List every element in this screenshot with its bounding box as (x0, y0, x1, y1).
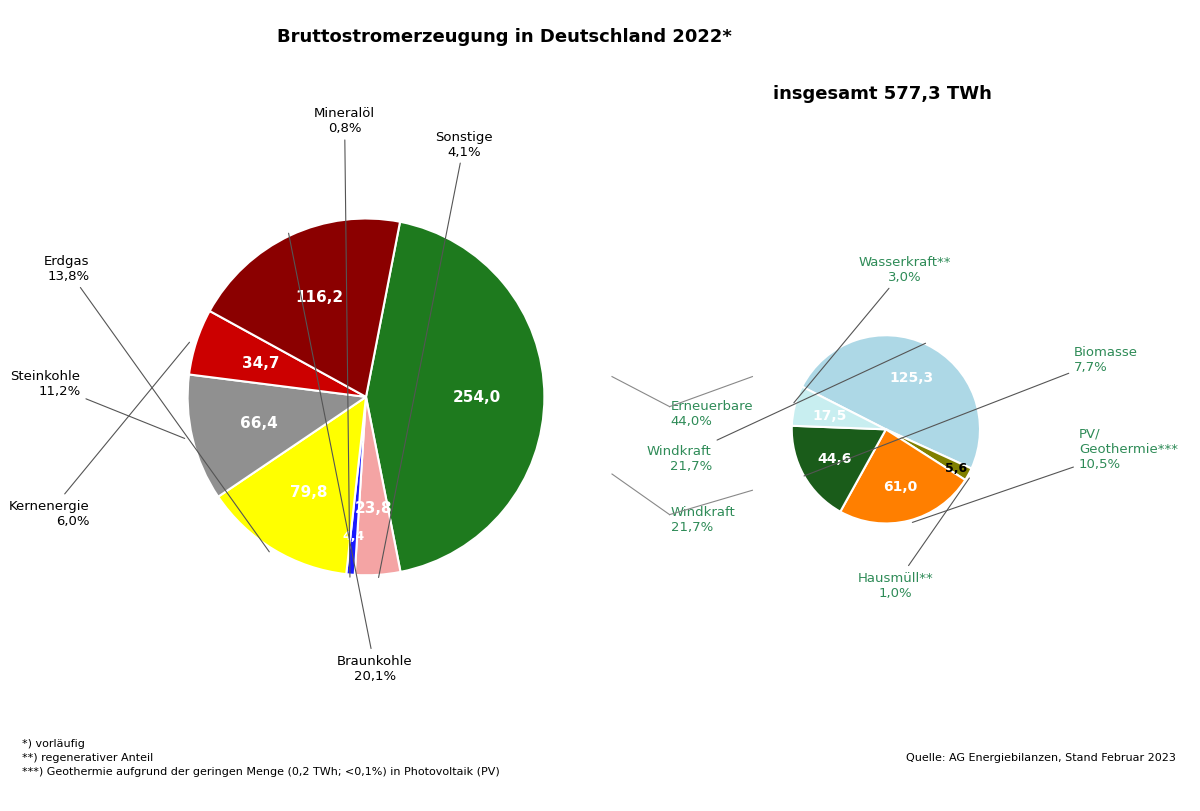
Text: Windkraft
21,7%: Windkraft 21,7% (647, 344, 925, 472)
Wedge shape (886, 430, 972, 480)
Wedge shape (355, 397, 401, 576)
Text: Erneuerbare
44,0%: Erneuerbare 44,0% (671, 400, 754, 427)
Text: 254,0: 254,0 (452, 390, 500, 405)
Wedge shape (187, 375, 366, 497)
Text: 125,3: 125,3 (889, 371, 934, 384)
Text: Braunkohle
20,1%: Braunkohle 20,1% (288, 234, 413, 682)
Text: Quelle: AG Energiebilanzen, Stand Februar 2023: Quelle: AG Energiebilanzen, Stand Februa… (906, 752, 1176, 762)
Text: Sonstige
4,1%: Sonstige 4,1% (378, 131, 493, 577)
Wedge shape (210, 219, 400, 397)
Wedge shape (840, 430, 965, 524)
Wedge shape (218, 397, 366, 574)
Wedge shape (347, 397, 366, 575)
Text: Steinkohle
11,2%: Steinkohle 11,2% (11, 369, 185, 439)
Text: 61,0: 61,0 (883, 479, 917, 493)
Wedge shape (366, 222, 545, 573)
Text: ***) Geothermie aufgrund der geringen Menge (0,2 TWh; <0,1%) in Photovoltaik (PV: ***) Geothermie aufgrund der geringen Me… (22, 766, 499, 775)
Wedge shape (792, 427, 886, 512)
Text: Windkraft
21,7%: Windkraft 21,7% (671, 505, 736, 533)
Text: **) regenerativer Anteil: **) regenerativer Anteil (22, 752, 152, 762)
Text: insgesamt 577,3 TWh: insgesamt 577,3 TWh (773, 85, 991, 103)
Text: 4,4: 4,4 (343, 530, 365, 543)
Text: 17,5: 17,5 (812, 408, 847, 423)
Text: Mineralöl
0,8%: Mineralöl 0,8% (314, 107, 376, 577)
Text: 34,7: 34,7 (242, 356, 280, 371)
Text: Wasserkraft**
3,0%: Wasserkraft** 3,0% (794, 256, 950, 403)
Text: 5,6: 5,6 (946, 461, 967, 474)
Text: *) vorläufig: *) vorläufig (22, 738, 84, 748)
Text: Erdgas
13,8%: Erdgas 13,8% (44, 255, 269, 552)
Text: PV/
Geothermie***
10,5%: PV/ Geothermie*** 10,5% (912, 427, 1178, 523)
Wedge shape (792, 387, 886, 430)
Text: 79,8: 79,8 (290, 484, 328, 500)
Text: Bruttostromerzeugung in Deutschland 2022*: Bruttostromerzeugung in Deutschland 2022… (276, 28, 732, 46)
Wedge shape (802, 336, 980, 469)
Wedge shape (190, 311, 366, 397)
Text: Kernenergie
6,0%: Kernenergie 6,0% (8, 343, 190, 527)
Text: 116,2: 116,2 (295, 290, 343, 305)
Text: Hausmüll**
1,0%: Hausmüll** 1,0% (858, 478, 970, 599)
Text: Biomasse
7,7%: Biomasse 7,7% (804, 345, 1138, 476)
Text: 66,4: 66,4 (240, 415, 277, 431)
Text: 23,8: 23,8 (354, 500, 392, 515)
Text: 44,6: 44,6 (818, 452, 852, 466)
